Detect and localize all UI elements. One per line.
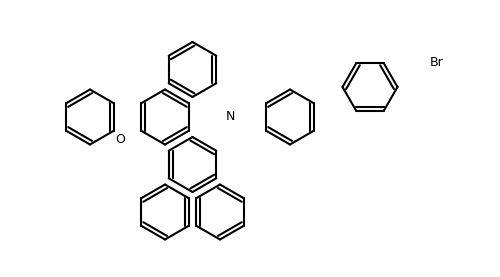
Text: Br: Br <box>430 55 444 68</box>
Text: N: N <box>226 111 234 124</box>
Text: O: O <box>115 133 125 146</box>
